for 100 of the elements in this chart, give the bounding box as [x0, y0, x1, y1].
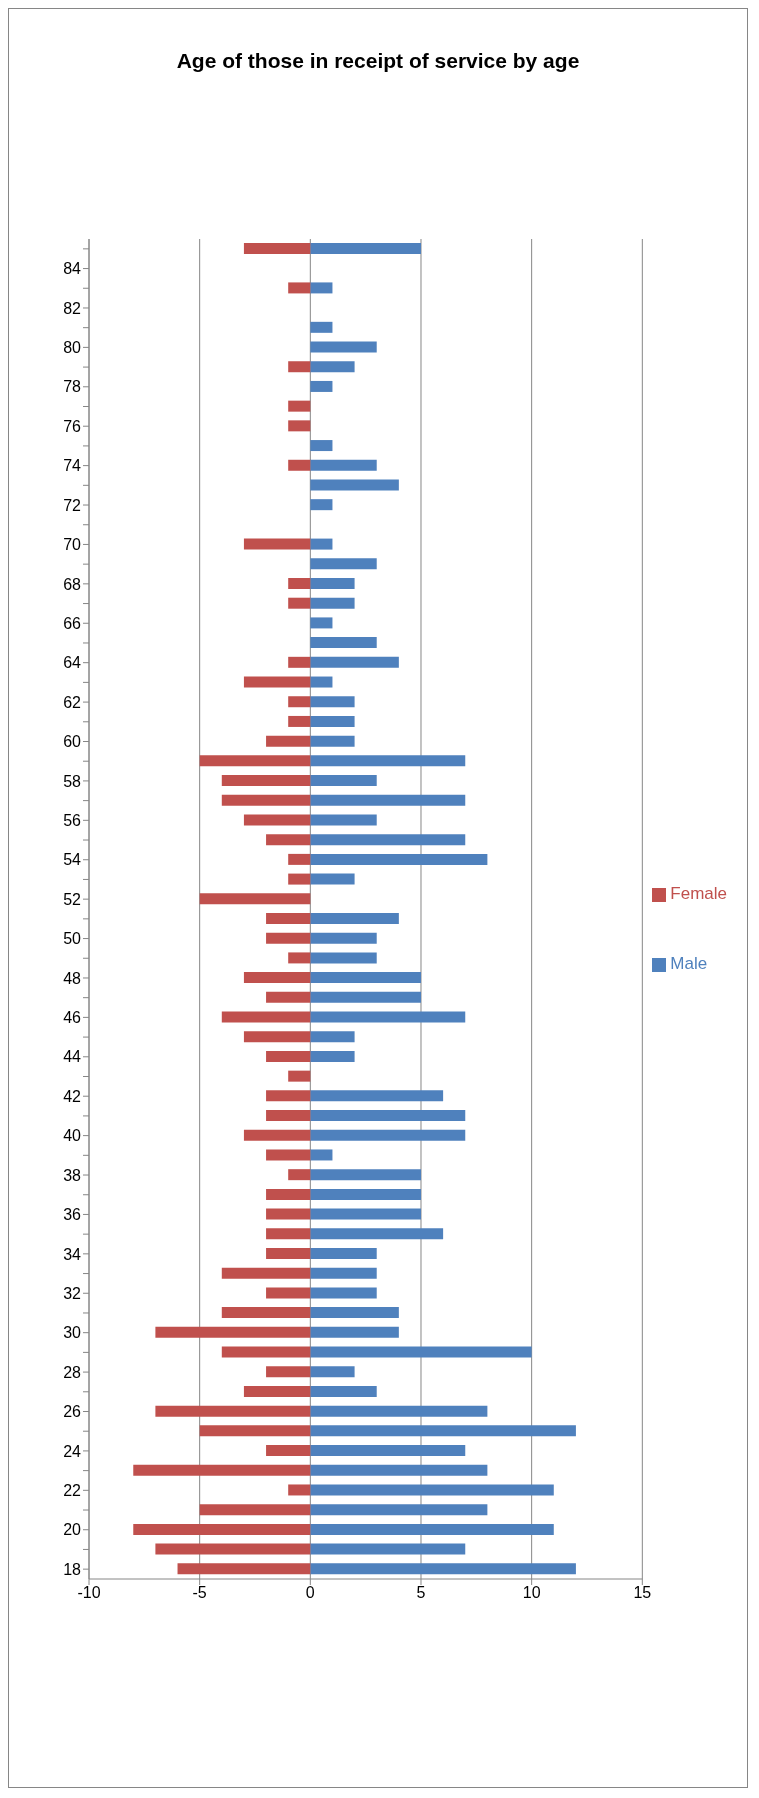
bar — [310, 715, 355, 727]
bar — [266, 834, 311, 846]
bar — [310, 1405, 488, 1417]
y-tick-label: 66 — [63, 614, 82, 632]
bar — [310, 1149, 333, 1161]
bar — [266, 1366, 311, 1378]
bar — [243, 676, 311, 688]
bar — [310, 755, 466, 767]
bar — [310, 1445, 466, 1457]
bar — [266, 913, 311, 924]
bar — [310, 1366, 355, 1378]
bar — [177, 1563, 311, 1575]
bar — [243, 243, 311, 254]
bar — [310, 1208, 421, 1220]
bar — [288, 597, 311, 609]
bar — [310, 1563, 576, 1575]
y-tick-label: 46 — [63, 1009, 82, 1027]
bar — [310, 814, 377, 826]
y-tick-label: 54 — [63, 851, 82, 869]
bar — [288, 459, 311, 471]
bar — [288, 578, 311, 589]
bar — [266, 932, 311, 944]
bar — [288, 696, 311, 708]
bar — [221, 1011, 311, 1023]
legend-label: Male — [670, 954, 708, 973]
chart-title: Age of those in receipt of service by age — [175, 48, 581, 74]
y-tick-label: 68 — [63, 575, 82, 593]
y-tick-label: 82 — [63, 299, 82, 317]
bar — [266, 1110, 311, 1122]
y-tick-label: 32 — [63, 1284, 82, 1302]
x-tick-label: 10 — [522, 1584, 541, 1602]
bar — [310, 1464, 488, 1476]
bar — [199, 1504, 311, 1516]
bar — [221, 1307, 311, 1319]
bar — [310, 735, 355, 747]
bar — [266, 1149, 311, 1161]
bar — [310, 1169, 421, 1181]
bar — [310, 321, 333, 333]
bar — [310, 952, 377, 964]
bar — [310, 637, 377, 649]
bar — [133, 1523, 311, 1535]
bar — [199, 755, 311, 767]
bar — [288, 873, 311, 885]
y-tick-label: 72 — [63, 496, 82, 514]
bar — [243, 1385, 311, 1397]
bar — [310, 794, 466, 806]
bar — [310, 1011, 466, 1023]
bar — [288, 282, 311, 294]
bar — [310, 873, 355, 885]
y-tick-label: 26 — [63, 1403, 82, 1421]
bar — [266, 1208, 311, 1220]
y-tick-label: 80 — [63, 339, 82, 357]
bar — [310, 1050, 355, 1062]
bar — [288, 952, 311, 964]
y-tick-label: 48 — [63, 969, 82, 987]
bar — [310, 597, 355, 609]
bar — [310, 1248, 377, 1259]
y-tick-label: 24 — [63, 1442, 82, 1460]
y-tick-label: 22 — [63, 1482, 82, 1499]
bar — [199, 893, 311, 905]
y-tick-label: 84 — [63, 260, 82, 278]
bar — [310, 1188, 421, 1200]
bar — [288, 361, 311, 373]
bar — [310, 913, 399, 924]
bar — [310, 991, 421, 1003]
legend-label: Female — [670, 884, 727, 903]
bar — [310, 834, 466, 846]
bar — [288, 1070, 311, 1082]
bar — [221, 775, 311, 787]
bar — [310, 361, 355, 373]
bar — [221, 794, 311, 806]
bar — [266, 1090, 311, 1102]
bar — [310, 1484, 554, 1496]
bar — [288, 400, 311, 412]
bar — [266, 991, 311, 1003]
y-tick-label: 30 — [63, 1324, 82, 1342]
bar — [155, 1405, 311, 1417]
bar — [266, 1248, 311, 1259]
x-tick-label: 0 — [305, 1584, 315, 1602]
bar — [310, 1326, 399, 1338]
bar — [310, 932, 377, 944]
y-tick-label: 78 — [63, 378, 82, 396]
bar — [221, 1346, 311, 1358]
bar — [310, 1346, 532, 1358]
y-tick-label: 38 — [63, 1166, 82, 1184]
bar — [310, 1287, 377, 1299]
bar — [243, 1031, 311, 1043]
bar — [310, 1504, 488, 1516]
bar — [310, 282, 333, 294]
y-tick-label: 28 — [63, 1363, 82, 1381]
bar — [310, 459, 377, 471]
y-tick-label: 56 — [63, 812, 82, 829]
bar — [243, 814, 311, 826]
y-tick-label: 50 — [63, 930, 82, 948]
bar — [310, 578, 355, 589]
bar — [310, 1090, 444, 1102]
bar — [310, 1110, 466, 1122]
y-tick-label: 74 — [63, 457, 82, 475]
bar — [266, 735, 311, 747]
bar — [155, 1326, 311, 1338]
